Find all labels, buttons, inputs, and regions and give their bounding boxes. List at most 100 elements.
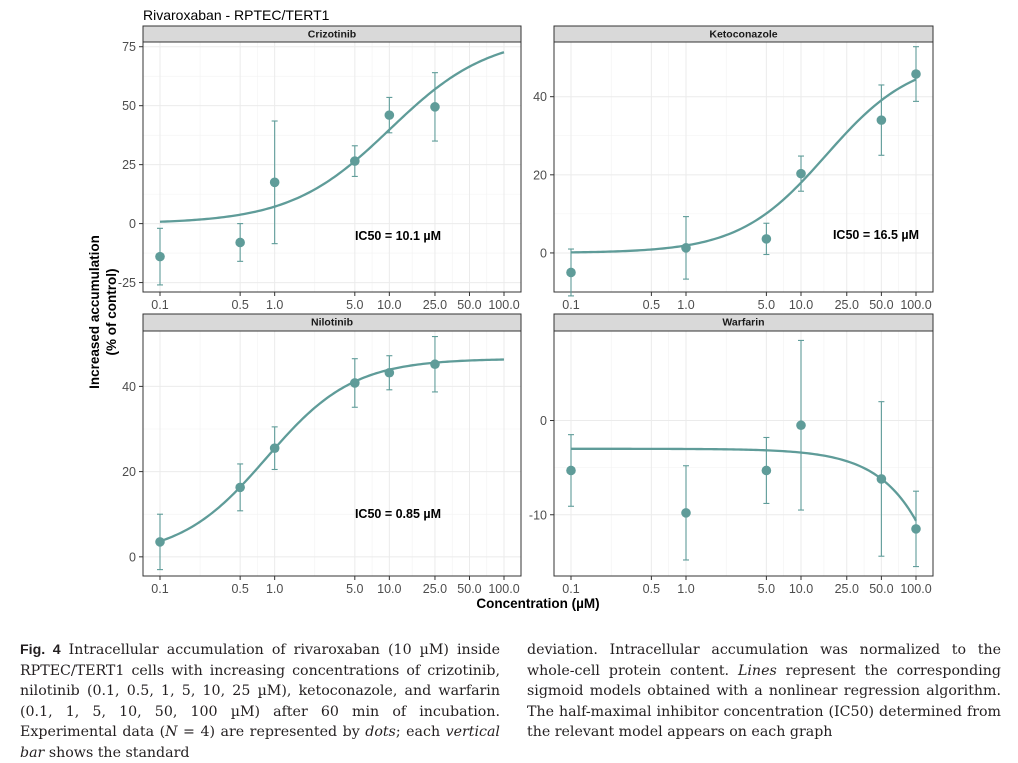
caption-column-right: deviation. Intracellular accumulation wa… xyxy=(527,640,1001,743)
y-axis-label-line1: Increased accumulation xyxy=(87,235,102,389)
data-point xyxy=(876,115,887,125)
ic50-annotation: IC50 = 16.5 µM xyxy=(833,228,919,242)
x-tick-label: 25.0 xyxy=(835,298,859,312)
x-tick-label: 1.0 xyxy=(266,582,283,596)
sigmoid-fit-line xyxy=(159,358,505,543)
data-point xyxy=(350,378,360,388)
y-tick-label: -10 xyxy=(529,508,547,522)
caption-text: represent the corresponding sigmoid mode… xyxy=(527,662,1002,741)
panel-title: Crizotinib xyxy=(308,29,356,41)
x-tick-label: 10.0 xyxy=(789,298,813,312)
panels: Crizotinib 0.1 0.5 1.0 5.0 10.0 25.0 50.0 100.0 -… xyxy=(118,25,934,596)
data-point xyxy=(761,465,772,476)
x-tick-label: 25.0 xyxy=(423,298,447,312)
caption-text: Intracellular accumulation of rivaroxaba… xyxy=(20,642,500,740)
caption-column-left: Fig. 4 Intracellular accumulation of riv… xyxy=(20,640,500,763)
x-tick-label: 1.0 xyxy=(266,298,283,312)
sigmoid-fit-line xyxy=(159,51,505,223)
y-axis-label-line2: (% of control) xyxy=(104,269,119,356)
data-point xyxy=(876,474,887,484)
data-point xyxy=(155,537,165,547)
x-tick-label: 5.0 xyxy=(758,298,775,312)
x-tick-label: 50.0 xyxy=(869,298,893,312)
data-point xyxy=(350,156,360,166)
panel-title: Ketoconazole xyxy=(709,29,777,41)
panel-frame xyxy=(142,330,522,577)
data-point xyxy=(384,367,395,378)
x-tick-label: 50.0 xyxy=(869,582,893,596)
y-tick-label: 0 xyxy=(540,414,547,428)
x-tick-label: 100.0 xyxy=(488,582,519,596)
x-tick-label: 25.0 xyxy=(423,582,447,596)
ic50-annotation: IC50 = 10.1 µM xyxy=(355,229,441,243)
data-point xyxy=(155,251,165,262)
data-point xyxy=(430,102,440,112)
caption-text: = 4) are represented by xyxy=(177,724,366,740)
panel-frame xyxy=(553,330,934,577)
x-tick-label: 0.1 xyxy=(562,582,579,596)
y-tick-label: 25 xyxy=(122,158,136,172)
sigmoid-fit-line xyxy=(571,447,917,522)
y-tick-label: 0 xyxy=(129,550,136,564)
x-tick-label: 0.1 xyxy=(151,582,168,596)
y-tick-label: 20 xyxy=(533,168,547,182)
data-point xyxy=(911,524,921,534)
x-tick-label: 50.0 xyxy=(457,582,481,596)
y-tick-label: -25 xyxy=(118,276,136,290)
x-tick-label: 10.0 xyxy=(377,298,401,312)
y-tick-label: 0 xyxy=(540,246,547,260)
x-tick-label: 10.0 xyxy=(789,582,813,596)
y-tick-label: 40 xyxy=(533,90,547,104)
panel-ketoconazole: Ketoconazole 0.1 0.5 1.0 5.0 10.0 25.0 50.0 100.… xyxy=(533,25,934,312)
sigmoid-fit-line xyxy=(570,78,917,254)
figure: Rivaroxaban - RPTEC/TERT1 Increased accu… xyxy=(87,7,934,611)
panel-frame xyxy=(142,41,522,293)
panel-crizotinib: Crizotinib 0.1 0.5 1.0 5.0 10.0 25.0 50.0 100.0 -… xyxy=(118,25,522,312)
data-point xyxy=(796,420,806,431)
caption-text: deviation. Intracellular accumulation wa… xyxy=(527,642,1001,679)
panel-title: Nilotinib xyxy=(311,317,353,329)
x-tick-label: 0.1 xyxy=(151,298,168,312)
y-tick-label: 40 xyxy=(122,380,136,394)
data-point xyxy=(269,443,280,453)
caption-text: ; each xyxy=(395,724,446,740)
x-tick-label: 1.0 xyxy=(677,582,694,596)
x-axis-label: Concentration (µM) xyxy=(476,596,599,611)
x-tick-label: 100.0 xyxy=(488,298,519,312)
panel-nilotinib: Nilotinib 0.1 0.5 1.0 5.0 10.0 25.0 50.0 100.0 0 2… xyxy=(122,313,522,596)
caption-italic-n: N xyxy=(165,724,178,740)
caption-italic-lines: Lines xyxy=(737,662,777,679)
x-tick-label: 5.0 xyxy=(346,298,363,312)
data-point xyxy=(911,69,921,79)
x-tick-label: 5.0 xyxy=(346,582,363,596)
x-tick-label: 100.0 xyxy=(900,298,931,312)
data-point xyxy=(235,237,245,248)
x-tick-label: 0.1 xyxy=(562,298,579,312)
panel-frame xyxy=(553,41,934,293)
x-tick-label: 0.5 xyxy=(231,298,248,312)
x-tick-label: 1.0 xyxy=(677,298,694,312)
x-tick-label: 0.5 xyxy=(643,582,660,596)
panel-title: Warfarin xyxy=(722,317,764,329)
caption-italic-dots: dots xyxy=(365,724,396,740)
x-tick-label: 50.0 xyxy=(457,298,481,312)
y-tick-label: 0 xyxy=(129,217,136,231)
data-point xyxy=(681,508,691,518)
data-point xyxy=(681,243,691,253)
x-tick-label: 0.5 xyxy=(231,582,248,596)
data-point xyxy=(430,359,440,370)
y-tick-label: 50 xyxy=(122,99,136,113)
data-point xyxy=(566,267,576,278)
data-point xyxy=(235,482,245,493)
figure-title: Rivaroxaban - RPTEC/TERT1 xyxy=(143,7,330,23)
data-point xyxy=(566,465,576,476)
data-point xyxy=(796,168,806,179)
caption-figure-label: Fig. 4 xyxy=(20,642,61,658)
y-tick-label: 20 xyxy=(122,465,136,479)
data-point xyxy=(384,110,395,120)
x-tick-label: 100.0 xyxy=(900,582,931,596)
x-tick-label: 5.0 xyxy=(758,582,775,596)
panel-warfarin: Warfarin 0.1 0.5 1.0 5.0 10.0 25.0 50.0 100.0 -10… xyxy=(529,313,934,596)
ic50-annotation: IC50 = 0.85 µM xyxy=(355,507,441,521)
data-point xyxy=(761,234,772,244)
